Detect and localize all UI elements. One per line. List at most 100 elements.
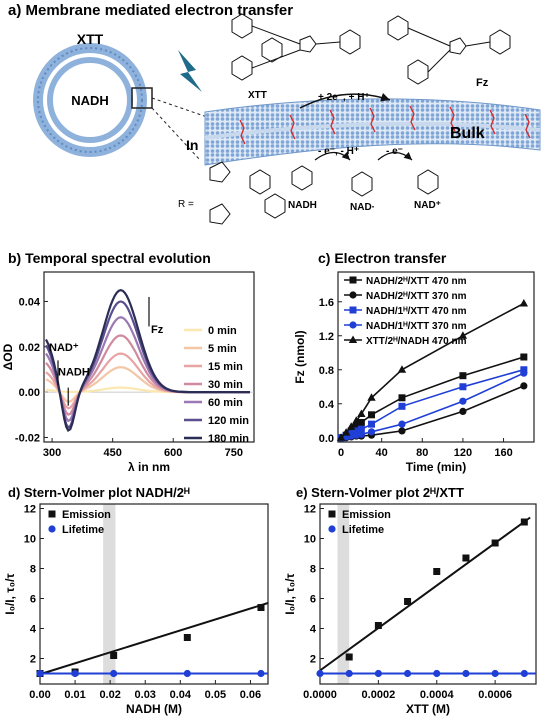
data-point xyxy=(336,433,346,441)
data-point xyxy=(357,425,365,433)
y-tick-label: 1.2 xyxy=(319,331,334,343)
data-point xyxy=(183,669,191,678)
x-tick-label: 0.06 xyxy=(240,689,261,701)
shaded-region xyxy=(103,504,116,684)
data-point xyxy=(397,365,407,373)
data-point xyxy=(398,402,406,410)
x-tick-label: 0.05 xyxy=(205,689,226,701)
spectral-evolution-chart: 300 450 600 750 -0.02 0.00 0.02 0.04 λ in nm ΔOD 0… xyxy=(1,271,255,474)
data-point xyxy=(398,394,406,402)
y-tick-label: 6 xyxy=(310,594,316,606)
data-point xyxy=(520,369,528,377)
y-tick-label: 0.0 xyxy=(319,433,334,445)
inside-label: In xyxy=(186,137,198,153)
y-axis-label: ΔOD xyxy=(1,343,15,370)
embedded-molecules xyxy=(239,105,531,145)
data-point xyxy=(257,669,265,678)
vesicle-label: XTT xyxy=(77,31,104,47)
series-group xyxy=(36,602,269,677)
stern-volmer-xtt-chart: 0.0000 0.0002 0.0004 0.0006 2 4 6 8 10 12 XTT (M) I… xyxy=(283,503,537,716)
x-axis-label: λ in nm xyxy=(128,460,170,474)
y-tick-label: 8 xyxy=(310,564,316,576)
y-tick-label: 10 xyxy=(304,534,316,546)
bulk-label: Bulk xyxy=(450,125,485,142)
data-point xyxy=(368,420,376,428)
data-point xyxy=(183,634,191,641)
spectrum-line xyxy=(45,288,250,432)
data-point xyxy=(403,669,412,678)
data-point xyxy=(347,422,356,430)
legend-marker xyxy=(348,335,358,343)
xtt-structure xyxy=(231,13,361,81)
data-point xyxy=(520,353,528,361)
data-point xyxy=(357,430,365,438)
data-point xyxy=(352,427,360,435)
series-group xyxy=(336,298,529,441)
data-point xyxy=(367,393,376,401)
x-tick-label: 0.0002 xyxy=(362,689,396,701)
data-point xyxy=(357,418,365,426)
fz-structure xyxy=(387,15,511,85)
data-point xyxy=(520,518,528,526)
data-point xyxy=(374,669,382,678)
data-point xyxy=(352,423,360,431)
x-tick-label: 0.02 xyxy=(99,689,120,701)
legend-label: 0 min xyxy=(208,325,237,337)
data-point xyxy=(368,411,376,419)
x-tick-label: 0.03 xyxy=(135,689,156,701)
series-group xyxy=(337,366,528,442)
legend-marker xyxy=(328,510,336,518)
y-axis-label: I₀/I, τ₀/τ xyxy=(283,573,297,615)
y-tick-label: 4 xyxy=(310,624,317,636)
y-tick-label: 10 xyxy=(24,534,36,546)
panel-a-title: a) Membrane mediated electron transfer xyxy=(8,2,294,19)
data-point xyxy=(341,428,351,436)
data-point xyxy=(462,669,470,678)
annotation-nad-plus: NAD⁺ xyxy=(49,342,79,354)
data-point xyxy=(459,383,467,391)
data-point xyxy=(398,427,406,435)
xtt-label: XTT xyxy=(248,90,267,101)
data-point xyxy=(71,669,79,678)
x-tick-label: 80 xyxy=(416,447,428,459)
legend-label: NADH/2ᴴ/XTT 470 nm xyxy=(366,276,467,287)
data-point xyxy=(462,554,470,562)
data-point xyxy=(110,652,118,659)
x-axis-label: XTT (M) xyxy=(406,702,450,716)
y-tick-label: 1.6 xyxy=(319,297,334,309)
data-point xyxy=(257,604,265,611)
data-point xyxy=(110,669,118,678)
legend-label: 120 min xyxy=(208,415,249,427)
step2-label: - e⁻ xyxy=(386,146,403,157)
nadh-label: NADH xyxy=(288,200,317,211)
x-tick-label: 0.01 xyxy=(64,689,85,701)
annotation-nadh: NADH xyxy=(58,367,90,379)
legend-label: NADH/2ᴴ/XTT 370 nm xyxy=(366,291,467,302)
legend-label: 15 min xyxy=(208,361,243,373)
data-point xyxy=(374,622,382,629)
x-tick-label: 0 xyxy=(338,447,344,459)
x-tick-label: 0.0004 xyxy=(420,689,455,701)
x-tick-label: 750 xyxy=(225,447,243,459)
legend-marker xyxy=(349,321,357,329)
r-label: R = xyxy=(178,199,194,210)
legend-label: XTT/2ᴴ/NADH 470 nm xyxy=(366,336,467,347)
legend-label: Emission xyxy=(342,509,391,521)
series-group xyxy=(316,669,536,678)
shaded-region xyxy=(337,504,350,684)
series-group xyxy=(319,516,531,672)
y-tick-label: 2 xyxy=(310,654,316,666)
panel-b-title: b) Temporal spectral evolution xyxy=(8,250,211,266)
x-tick-label: 120 xyxy=(454,447,472,459)
data-point xyxy=(36,669,44,678)
reaction-label: + 2e⁻, + H⁺ xyxy=(318,92,370,103)
stern-volmer-nadh-chart: 0.00 0.01 0.02 0.03 0.04 0.05 0.06 2 4 6 8 10 12 NADH… xyxy=(3,503,269,716)
panel-c-title: c) Electron transfer xyxy=(318,250,447,266)
legend-label: 5 min xyxy=(208,343,237,355)
series-line xyxy=(340,372,525,439)
x-tick-label: 0.00 xyxy=(29,689,50,701)
data-point xyxy=(519,298,529,307)
plot-frame xyxy=(337,271,535,443)
legend-label: Lifetime xyxy=(62,524,104,536)
lipid-bilayer xyxy=(204,98,541,166)
